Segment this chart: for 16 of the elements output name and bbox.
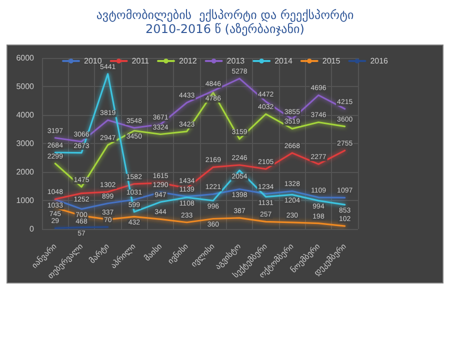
legend-label: 2011: [132, 56, 150, 66]
chart-subtitle: 2010-2016 წ (აზერბაიჯანი): [146, 22, 304, 36]
y-tick-label: 1000: [16, 196, 35, 205]
y-tick-label: 3000: [16, 139, 35, 148]
legend-label: 2012: [179, 56, 198, 66]
y-tick-label: 2000: [16, 168, 35, 176]
y-tick-label: 6000: [16, 54, 35, 62]
chart-title: ავტომობილების ექსპორტი და რეექსპორტი: [96, 8, 354, 22]
y-tick-label: 5000: [16, 82, 35, 91]
legend-label: 2016: [370, 56, 389, 66]
legend-label: 2013: [226, 56, 246, 66]
y-tick-label: 4000: [16, 110, 35, 120]
legend-label: 2014: [274, 56, 293, 66]
y-tick-label: 0: [30, 224, 35, 234]
legend-label: 2015: [322, 56, 341, 66]
legend-label: 2010: [84, 56, 102, 66]
